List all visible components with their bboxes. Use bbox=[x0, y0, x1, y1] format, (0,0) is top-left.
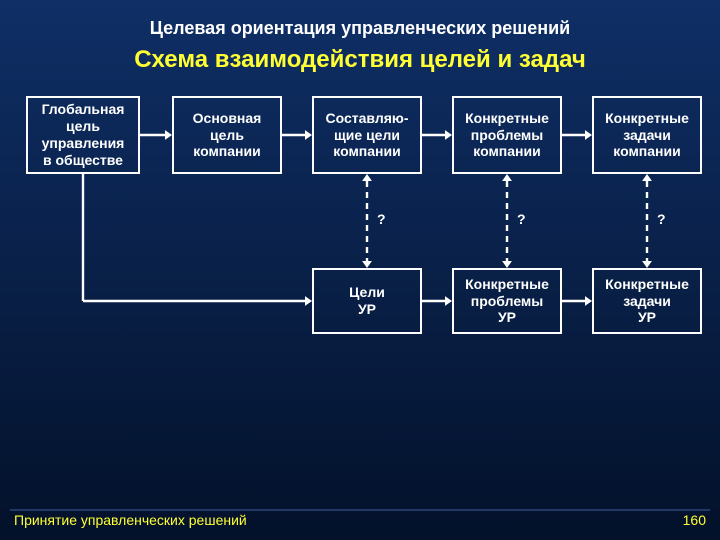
slide-header: Целевая ориентация управленческих решени… bbox=[0, 18, 720, 39]
node-label: Глобальнаяцельуправленияв обществе bbox=[42, 101, 125, 168]
question-mark: ? bbox=[517, 211, 526, 227]
node-company-tasks: Конкретныезадачикомпании bbox=[592, 96, 702, 174]
slide-title: Схема взаимодействия целей и задач bbox=[0, 46, 720, 74]
question-mark: ? bbox=[657, 211, 666, 227]
node-company-problems: Конкретныепроблемыкомпании bbox=[452, 96, 562, 174]
node-label: Конкретныезадачикомпании bbox=[605, 110, 689, 160]
node-main-goal: Основнаяцелькомпании bbox=[172, 96, 282, 174]
node-ur-tasks: КонкретныезадачиУР bbox=[592, 268, 702, 334]
node-label: Конкретныепроблемыкомпании bbox=[465, 110, 549, 160]
node-ur-problems: КонкретныепроблемыУР bbox=[452, 268, 562, 334]
node-label: КонкретныезадачиУР bbox=[605, 276, 689, 326]
node-label: Основнаяцелькомпании bbox=[193, 110, 262, 160]
node-global-goal: Глобальнаяцельуправленияв обществе bbox=[26, 96, 140, 174]
node-company-goals: Составляю-щие целикомпании bbox=[312, 96, 422, 174]
page-number: 160 bbox=[683, 512, 706, 528]
node-label: КонкретныепроблемыУР bbox=[465, 276, 549, 326]
node-label: ЦелиУР bbox=[349, 284, 385, 318]
question-mark: ? bbox=[377, 211, 386, 227]
node-ur-goals: ЦелиУР bbox=[312, 268, 422, 334]
node-label: Составляю-щие целикомпании bbox=[325, 110, 408, 160]
footer-caption: Принятие управленческих решений bbox=[14, 512, 247, 528]
